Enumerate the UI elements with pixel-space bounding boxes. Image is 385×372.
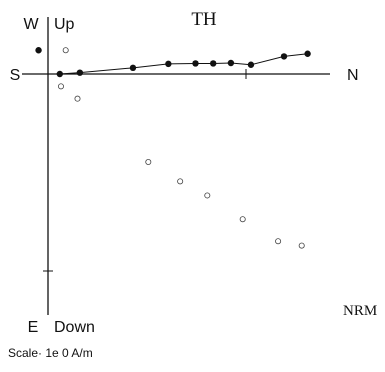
- open-point: [239, 216, 246, 223]
- open-point: [74, 95, 81, 102]
- open-point: [204, 192, 211, 199]
- series-vertical: [57, 47, 305, 249]
- filled-point: [247, 61, 255, 68]
- filled-point: [227, 59, 235, 67]
- open-point: [275, 238, 282, 245]
- filled-point: [210, 60, 217, 67]
- south-label: S: [10, 67, 21, 84]
- east-label: E: [28, 319, 39, 336]
- open-point: [177, 178, 184, 185]
- filled-point: [165, 60, 172, 68]
- filled-point: [56, 70, 63, 78]
- open-point: [57, 83, 64, 90]
- series-horizontal: [56, 50, 311, 78]
- open-point: [298, 242, 305, 249]
- west-label: W: [23, 16, 39, 33]
- filled-point: [280, 53, 288, 60]
- open-point: [62, 47, 69, 54]
- scale-label: Scale· 1e 0 A/m: [8, 346, 93, 360]
- open-point: [145, 158, 152, 165]
- up-label: Up: [54, 16, 75, 33]
- series-line-horizontal: [59, 53, 308, 75]
- filled-point: [304, 50, 311, 57]
- down-label: Down: [54, 319, 95, 336]
- data-series-layer: [35, 47, 311, 249]
- filled-point: [35, 47, 42, 54]
- filled-point: [129, 64, 137, 72]
- chart-title: TH: [191, 9, 217, 30]
- filled-point: [76, 69, 84, 76]
- series-single-point: [35, 47, 42, 54]
- north-label: N: [347, 67, 359, 84]
- filled-point: [192, 60, 199, 67]
- nrm-annotation: NRM: [343, 303, 377, 319]
